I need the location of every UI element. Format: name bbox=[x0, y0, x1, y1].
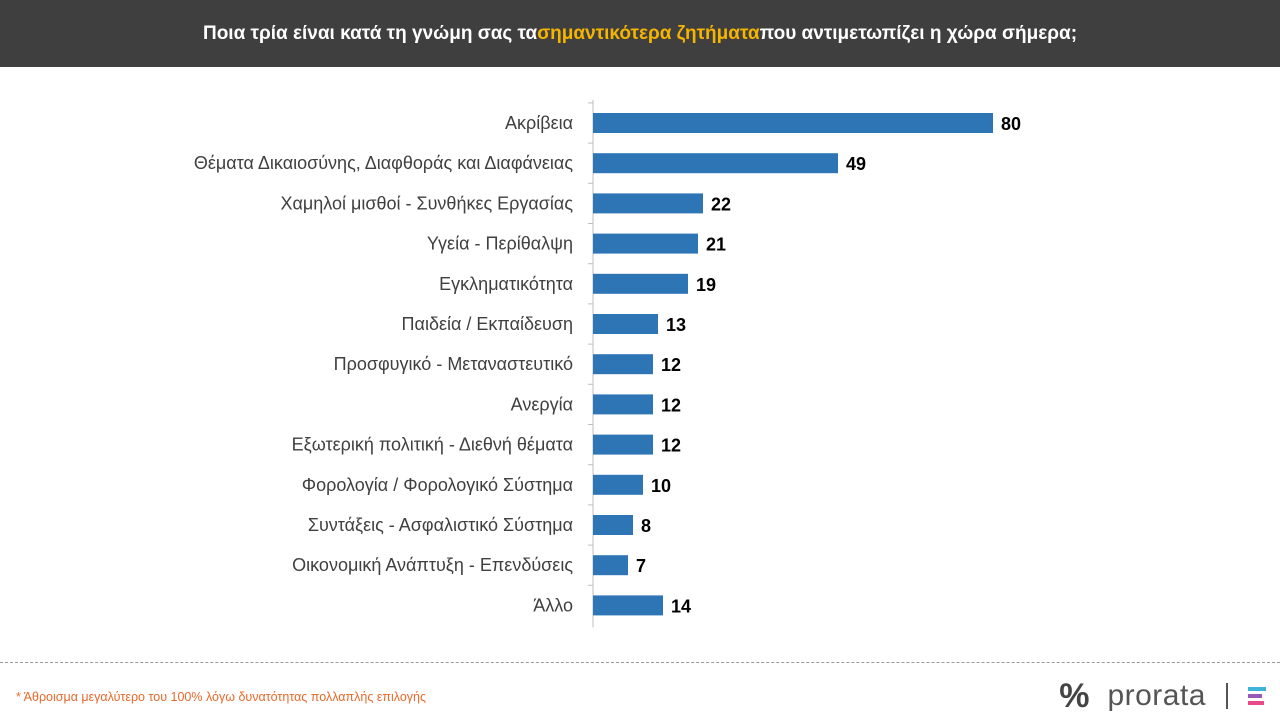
bar bbox=[593, 153, 838, 174]
bar bbox=[593, 515, 633, 535]
bar-chart: Ακρίβεια 80 Θέματα Δικαιοσύνης, Διαφθοράς … bbox=[194, 100, 1021, 628]
bar bbox=[593, 354, 653, 375]
category-label: Παιδεία / Εκπαίδευση bbox=[402, 314, 573, 334]
footer-divider bbox=[0, 662, 1280, 663]
data-label: 10 bbox=[651, 476, 671, 496]
category-label: Εξωτερική πολιτική - Διεθνή θέματα bbox=[292, 435, 573, 455]
category-label: Φορολογία / Φορολογικό Σύστημα bbox=[302, 475, 573, 495]
category-label: Ακρίβεια bbox=[505, 113, 573, 133]
data-label: 13 bbox=[666, 315, 686, 335]
bar bbox=[593, 233, 698, 254]
prorata-logo: % prorata bbox=[1059, 676, 1266, 716]
bar bbox=[593, 434, 653, 455]
footnote: * Άθροισμα μεγαλύτερο του 100% λόγω δυνα… bbox=[16, 690, 427, 704]
chart-title: Ποια τρία είναι κατά τη γνώμη σας τα σημ… bbox=[0, 0, 1280, 67]
data-label: 12 bbox=[661, 436, 681, 456]
bar bbox=[593, 273, 688, 294]
category-label: Άλλο bbox=[533, 595, 573, 615]
data-label: 12 bbox=[661, 355, 681, 375]
data-label: 80 bbox=[1001, 114, 1021, 134]
data-label: 49 bbox=[846, 154, 866, 174]
bar bbox=[593, 555, 628, 576]
bar bbox=[593, 595, 663, 616]
data-label: 7 bbox=[636, 556, 646, 576]
data-label: 8 bbox=[641, 516, 651, 536]
category-label: Θέματα Δικαιοσύνης, Διαφθοράς και Διαφάν… bbox=[194, 153, 574, 173]
data-label: 21 bbox=[706, 235, 726, 255]
category-label: Υγεία - Περίθαλψη bbox=[427, 234, 573, 254]
title-part-2: που αντιμετωπίζει η χώρα σήμερα; bbox=[759, 22, 1078, 44]
category-label: Εγκληματικότητα bbox=[439, 274, 573, 294]
title-part-1: Ποια τρία είναι κατά τη γνώμη σας τα bbox=[202, 22, 538, 44]
category-label: Προσφυγικό - Μεταναστευτικό bbox=[334, 354, 573, 374]
logo-separator bbox=[1226, 683, 1228, 709]
category-label: Οικονομική Ανάπτυξη - Επενδύσεις bbox=[292, 555, 573, 575]
data-label: 22 bbox=[711, 194, 731, 214]
data-label: 14 bbox=[671, 596, 691, 616]
category-label: Ανεργία bbox=[511, 394, 573, 414]
data-label: 12 bbox=[661, 395, 681, 415]
bar bbox=[593, 394, 653, 415]
bar bbox=[593, 193, 703, 214]
category-label: Χαμηλοί μισθοί - Συνθήκες Εργασίας bbox=[280, 193, 573, 213]
logo-bars-icon bbox=[1248, 687, 1266, 705]
bar bbox=[593, 474, 643, 495]
logo-wordmark: prorata bbox=[1107, 679, 1206, 712]
category-label: Συντάξεις - Ασφαλιστικό Σύστημα bbox=[308, 515, 573, 535]
percent-logo-icon: % bbox=[1059, 676, 1090, 715]
data-label: 19 bbox=[696, 275, 716, 295]
bar bbox=[593, 113, 993, 133]
bar bbox=[593, 314, 658, 334]
title-highlight: σημαντικότερα ζητήματα bbox=[537, 22, 760, 44]
